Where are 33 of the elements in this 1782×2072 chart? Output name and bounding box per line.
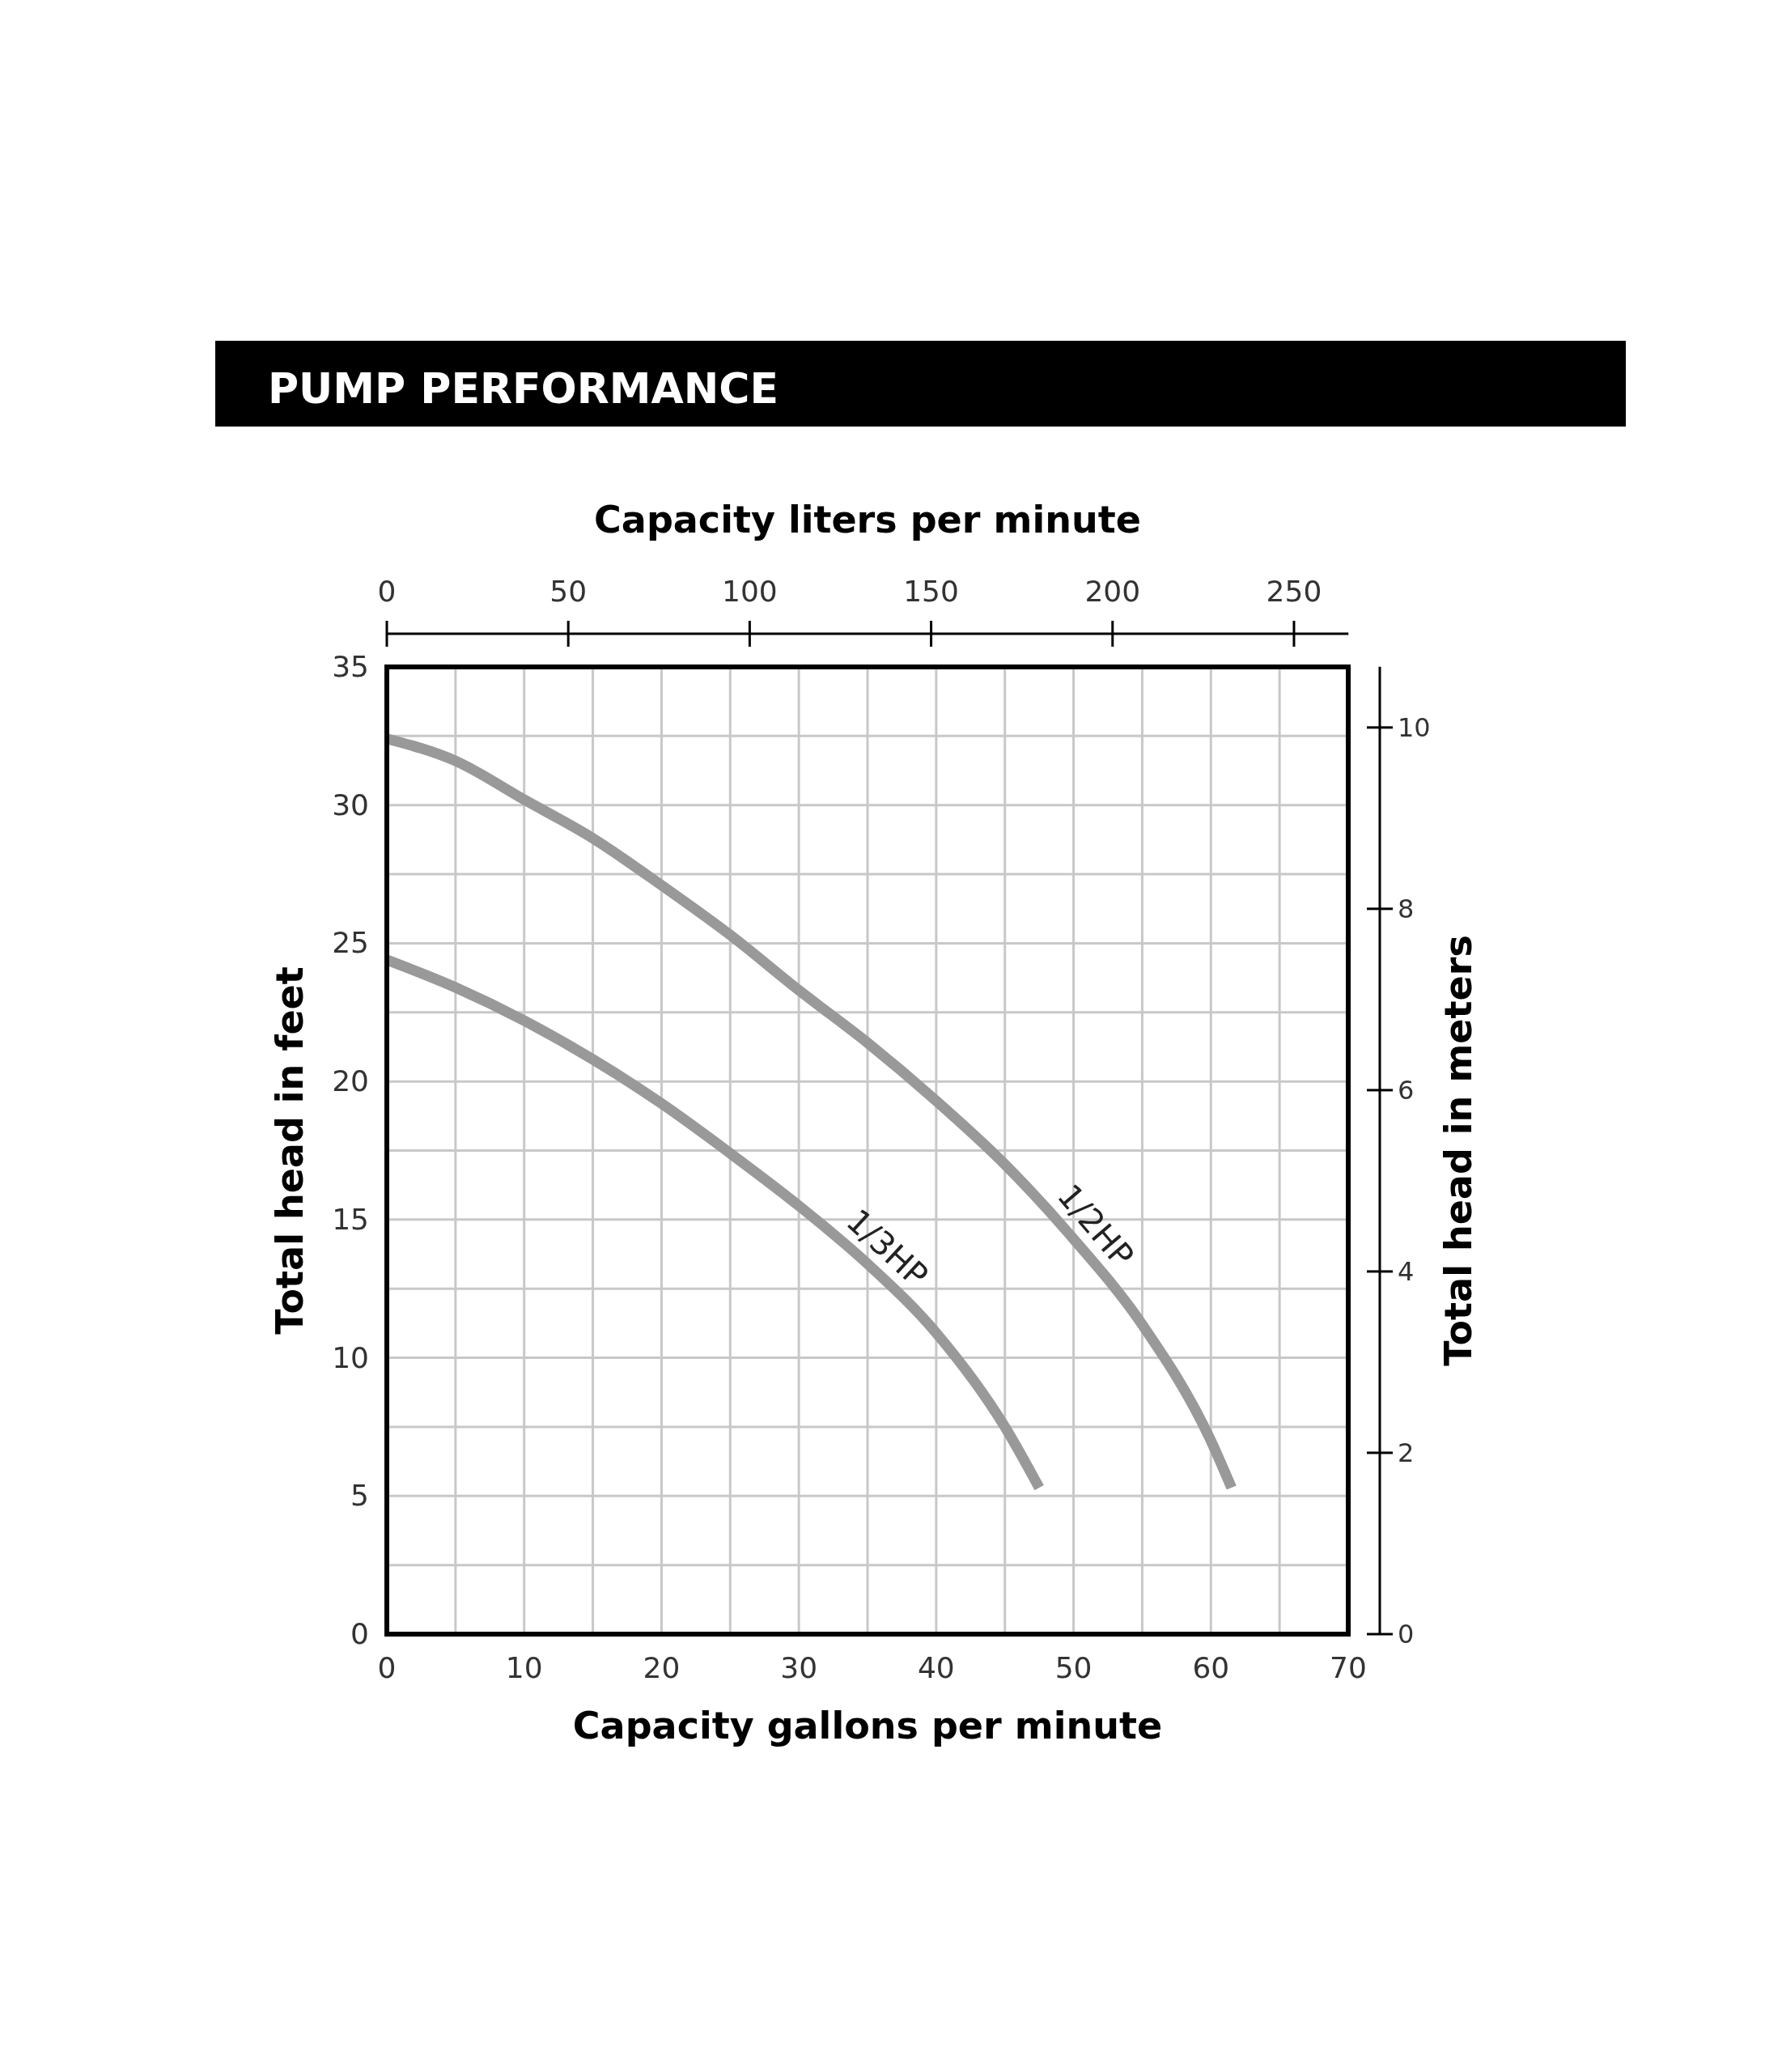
y-tick-label: 35 bbox=[332, 650, 369, 683]
y-tick-label: 0 bbox=[350, 1617, 369, 1650]
y-tick-label: 5 bbox=[350, 1479, 369, 1513]
x-tick-label: 40 bbox=[917, 1651, 955, 1684]
y-tick-label: 10 bbox=[332, 1340, 369, 1374]
y2-tick-label: 6 bbox=[1398, 1074, 1415, 1106]
x2-axis-title: Capacity liters per minute bbox=[594, 498, 1141, 541]
x2-tick-label: 150 bbox=[903, 575, 959, 608]
y2-axis-title: Total head in meters bbox=[1436, 935, 1480, 1366]
y2-tick-label: 10 bbox=[1398, 711, 1431, 743]
chart-title: PUMP PERFORMANCE bbox=[268, 364, 779, 413]
x2-tick-label: 200 bbox=[1084, 575, 1141, 608]
x-tick-label: 60 bbox=[1192, 1651, 1230, 1684]
x-tick-label: 20 bbox=[643, 1651, 681, 1684]
y2-tick-label: 0 bbox=[1398, 1619, 1415, 1650]
x2-tick-label: 100 bbox=[722, 575, 778, 608]
y-tick-label: 25 bbox=[332, 926, 369, 960]
y2-tick-label: 8 bbox=[1398, 893, 1415, 924]
x2-tick-label: 250 bbox=[1266, 575, 1322, 608]
x-tick-label: 70 bbox=[1330, 1651, 1367, 1684]
x-axis-title: Capacity gallons per minute bbox=[572, 1704, 1163, 1747]
y-tick-label: 20 bbox=[332, 1064, 369, 1098]
y-tick-label: 15 bbox=[332, 1202, 369, 1236]
x-tick-label: 50 bbox=[1054, 1651, 1093, 1684]
x-tick-label: 10 bbox=[505, 1651, 543, 1684]
y2-tick-label: 2 bbox=[1398, 1437, 1415, 1468]
y-axis-title: Total head in feet bbox=[268, 966, 312, 1335]
y2-tick-label: 4 bbox=[1398, 1255, 1415, 1287]
x-tick-label: 30 bbox=[780, 1651, 818, 1684]
x2-tick-label: 0 bbox=[377, 575, 397, 608]
x2-tick-label: 50 bbox=[549, 575, 588, 608]
y-tick-label: 30 bbox=[332, 788, 369, 822]
x-tick-label: 0 bbox=[377, 1651, 397, 1684]
